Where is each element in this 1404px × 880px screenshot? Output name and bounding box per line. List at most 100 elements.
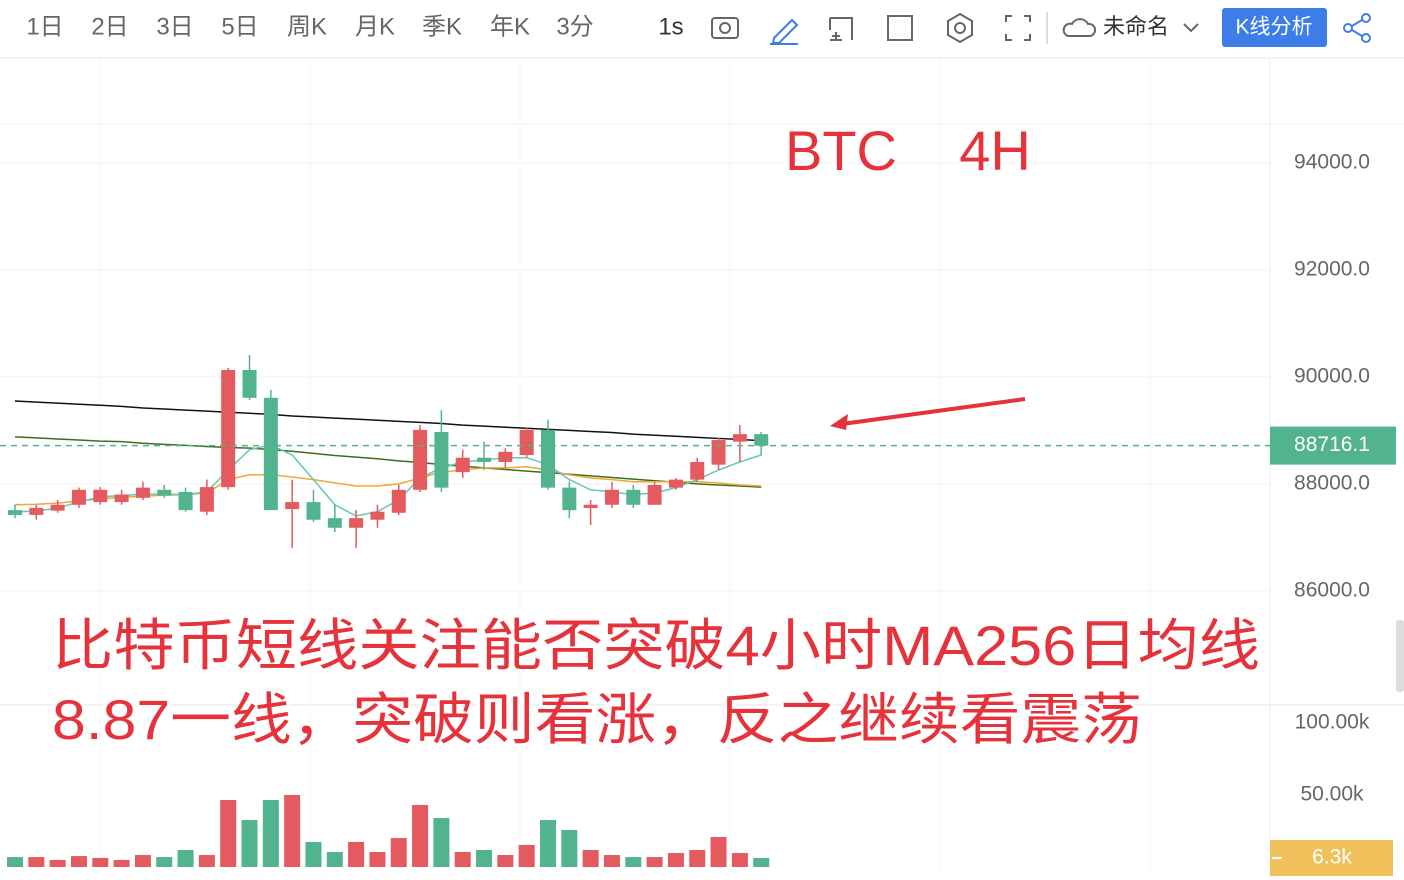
settings-icon[interactable] [947, 12, 973, 44]
camera-lens [719, 22, 731, 34]
volume-bar [92, 857, 109, 867]
candle-body [498, 451, 513, 462]
volume-bar [390, 838, 407, 867]
fullscreen-icon[interactable] [1005, 15, 1031, 41]
candle-body [477, 457, 492, 462]
period-tab[interactable]: 季K [422, 13, 462, 40]
interval-tab[interactable]: 1s [658, 13, 683, 40]
arrow-line [841, 397, 1026, 426]
toolbar-icons [711, 12, 1371, 45]
volume-bar [497, 855, 514, 867]
period-tab[interactable]: 3日 [156, 13, 193, 40]
scroll-handle[interactable] [1396, 620, 1404, 692]
period-tab[interactable]: 1日 [26, 13, 63, 40]
volume-bar [326, 852, 343, 867]
candle-body [199, 487, 214, 512]
candle-body [604, 489, 619, 505]
candle-body [370, 511, 385, 520]
layout-name[interactable]: 未命名 [1103, 14, 1169, 39]
volume-bar [689, 850, 706, 867]
candle-body [349, 518, 364, 528]
last-price-label: 88716.1 [1294, 433, 1370, 456]
volume-bar [412, 804, 429, 867]
candle-body [413, 429, 428, 490]
candle-body [626, 489, 641, 505]
camera-icon[interactable] [711, 17, 739, 39]
share-icon[interactable] [1343, 13, 1371, 43]
candle-body [114, 494, 129, 503]
candle-body [711, 440, 726, 465]
volume-bar [241, 820, 258, 867]
candle-body [306, 502, 321, 520]
volume-bar [518, 844, 535, 867]
plot [0, 60, 1270, 870]
ma-line [14, 436, 762, 488]
last-price-box [1270, 426, 1396, 465]
candle-body [263, 397, 278, 511]
volume-bar [220, 800, 237, 867]
volume-bar [540, 820, 556, 867]
period-tab[interactable]: 5日 [221, 13, 258, 40]
cloud-icon[interactable] [1062, 18, 1097, 37]
period-tab[interactable]: 2日 [91, 13, 128, 40]
volume-bar [134, 855, 151, 867]
volume-bar [603, 855, 620, 867]
candle-body [29, 507, 44, 515]
candle-body [8, 510, 22, 515]
window-icon[interactable] [829, 17, 853, 41]
volume-bar [753, 857, 770, 867]
candle-body [732, 434, 747, 442]
volume-bar [348, 841, 365, 867]
volume-bar [198, 855, 215, 867]
last-volume-box [1270, 839, 1393, 876]
y-tick-label: 50.00k [1300, 783, 1364, 806]
y-tick-label: 92000.0 [1294, 257, 1370, 280]
candle-body [455, 457, 470, 473]
annotation-title: BTC 4H [785, 119, 1031, 182]
candle-body [242, 369, 257, 398]
volume-bar [156, 857, 173, 867]
volume-bar [710, 837, 727, 867]
y-tick-label: 100.00k [1295, 711, 1370, 734]
candle-body [178, 491, 193, 511]
candle-body [541, 429, 555, 488]
period-tab[interactable]: 周K [287, 13, 327, 40]
candle-body [285, 502, 300, 510]
candle-body [157, 489, 172, 496]
candle-body [519, 429, 534, 456]
candle-body [135, 487, 150, 498]
volume-bar [49, 859, 66, 867]
candle-body [391, 489, 406, 513]
volume-bar [369, 852, 386, 867]
candle-body [71, 489, 86, 505]
period-tab[interactable]: 年K [490, 13, 530, 40]
analysis-button-bg[interactable] [1222, 8, 1327, 47]
volume-bar [433, 818, 450, 867]
analysis-button[interactable]: K线分析 [1235, 16, 1312, 39]
candle-body [668, 479, 683, 488]
candle-body [327, 518, 342, 528]
volume-bar [7, 857, 23, 867]
settings-center [954, 22, 966, 34]
annotation-line: 8.87一线，突破则看涨，反之继续看震荡 [52, 688, 1142, 751]
volume-bar [646, 857, 663, 867]
candle-body [562, 487, 577, 511]
last-volume-label: 6.3k [1312, 845, 1352, 868]
candle-body [647, 484, 662, 505]
volume-bar [70, 856, 87, 867]
draw-icon[interactable] [770, 18, 799, 45]
volume-bar [476, 850, 493, 867]
volume-bar [113, 859, 130, 867]
volume-bar [284, 795, 301, 867]
period-tab[interactable]: 3分 [556, 13, 593, 40]
chevron-icon[interactable] [1183, 23, 1199, 33]
ma-line [14, 400, 762, 442]
indicator-icon[interactable] [887, 15, 913, 41]
volume-bar [28, 857, 45, 867]
period-tab[interactable]: 月K [355, 13, 395, 40]
candle-body [93, 489, 108, 503]
volume-bar [731, 853, 748, 867]
y-tick-label: 86000.0 [1294, 578, 1370, 601]
arrow-head [830, 414, 848, 430]
